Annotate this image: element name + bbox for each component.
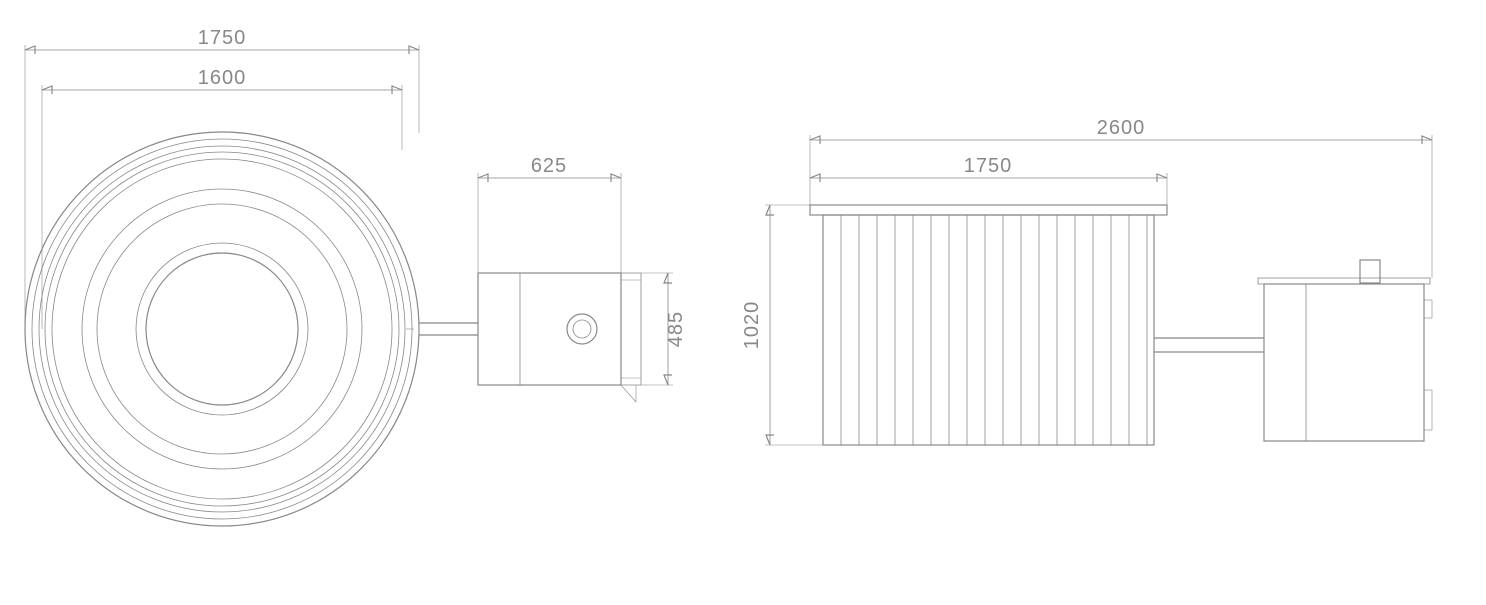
dim-label: 1600 bbox=[198, 67, 247, 89]
dim-label: 1020 bbox=[741, 301, 763, 350]
top-view: 1750 1600 625 485 bbox=[25, 27, 687, 526]
dim-side-2600: 2600 bbox=[810, 117, 1432, 278]
tub-circles bbox=[25, 132, 419, 526]
dim-label: 1750 bbox=[964, 155, 1013, 177]
side-tub bbox=[810, 205, 1167, 445]
side-view: 2600 1750 1020 bbox=[741, 117, 1432, 445]
dim-label: 625 bbox=[531, 155, 567, 177]
dim-top-1600: 1600 bbox=[42, 67, 402, 329]
top-heater bbox=[478, 273, 641, 402]
top-connector bbox=[419, 323, 478, 335]
dim-top-625: 625 bbox=[478, 155, 621, 273]
dim-top-485: 485 bbox=[641, 273, 687, 385]
side-heater bbox=[1258, 260, 1432, 441]
dim-side-1750: 1750 bbox=[810, 155, 1167, 205]
dim-side-1020: 1020 bbox=[741, 205, 823, 445]
side-connector bbox=[1154, 338, 1264, 352]
dim-label: 1750 bbox=[198, 27, 247, 49]
dim-label: 2600 bbox=[1097, 117, 1146, 139]
technical-drawing: 1750 1600 625 485 bbox=[0, 0, 1486, 600]
dim-label: 485 bbox=[665, 311, 687, 347]
